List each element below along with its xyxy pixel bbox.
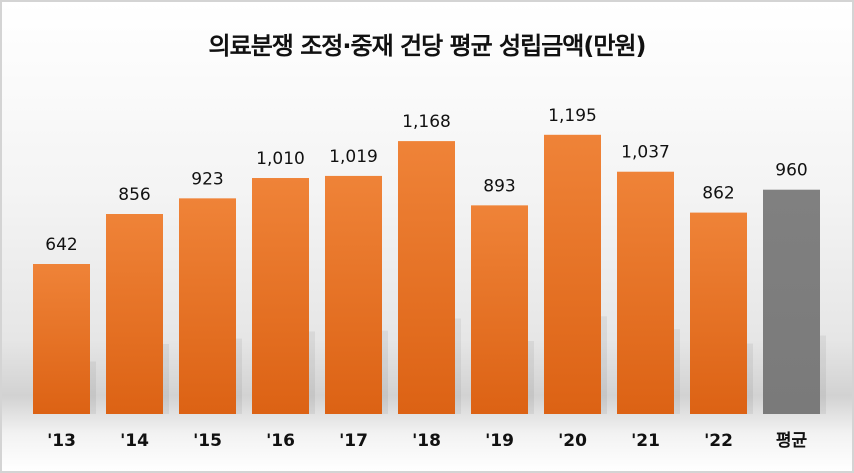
- bar: [179, 198, 236, 414]
- data-label: 1,037: [621, 143, 670, 163]
- data-label: 862: [702, 184, 734, 204]
- x-tick-label: '18: [412, 431, 441, 451]
- data-label: 923: [191, 169, 223, 189]
- data-label: 1,010: [256, 149, 305, 169]
- data-label: 642: [45, 235, 77, 255]
- x-tick-label: '16: [266, 431, 295, 451]
- x-tick-label: '15: [193, 431, 222, 451]
- bar: [617, 171, 674, 414]
- x-tick-label: '13: [47, 431, 76, 451]
- bar: [398, 141, 455, 415]
- bar: [544, 134, 601, 415]
- x-tick-label: '14: [120, 431, 149, 451]
- bar: [690, 212, 747, 414]
- bar: [106, 214, 163, 414]
- bar-average: [763, 189, 820, 414]
- bar: [252, 178, 309, 414]
- data-label: 856: [118, 185, 150, 205]
- x-tick-label: '20: [558, 431, 587, 451]
- bar: [325, 175, 382, 414]
- data-label: 1,195: [548, 106, 597, 126]
- data-label: 960: [775, 161, 807, 181]
- data-label: 893: [483, 176, 515, 196]
- bar: [471, 205, 528, 414]
- data-label: 1,019: [329, 147, 378, 167]
- x-tick-label: '19: [485, 431, 514, 451]
- data-label: 1,168: [402, 112, 451, 132]
- chart-title: 의료분쟁 조정·중재 건당 평균 성립금액(만원): [208, 32, 647, 60]
- x-tick-label: '21: [631, 431, 660, 451]
- bar: [33, 264, 90, 414]
- x-tick-label: '22: [704, 431, 733, 451]
- x-tick-label: '17: [339, 431, 368, 451]
- x-tick-label: 평균: [776, 431, 808, 451]
